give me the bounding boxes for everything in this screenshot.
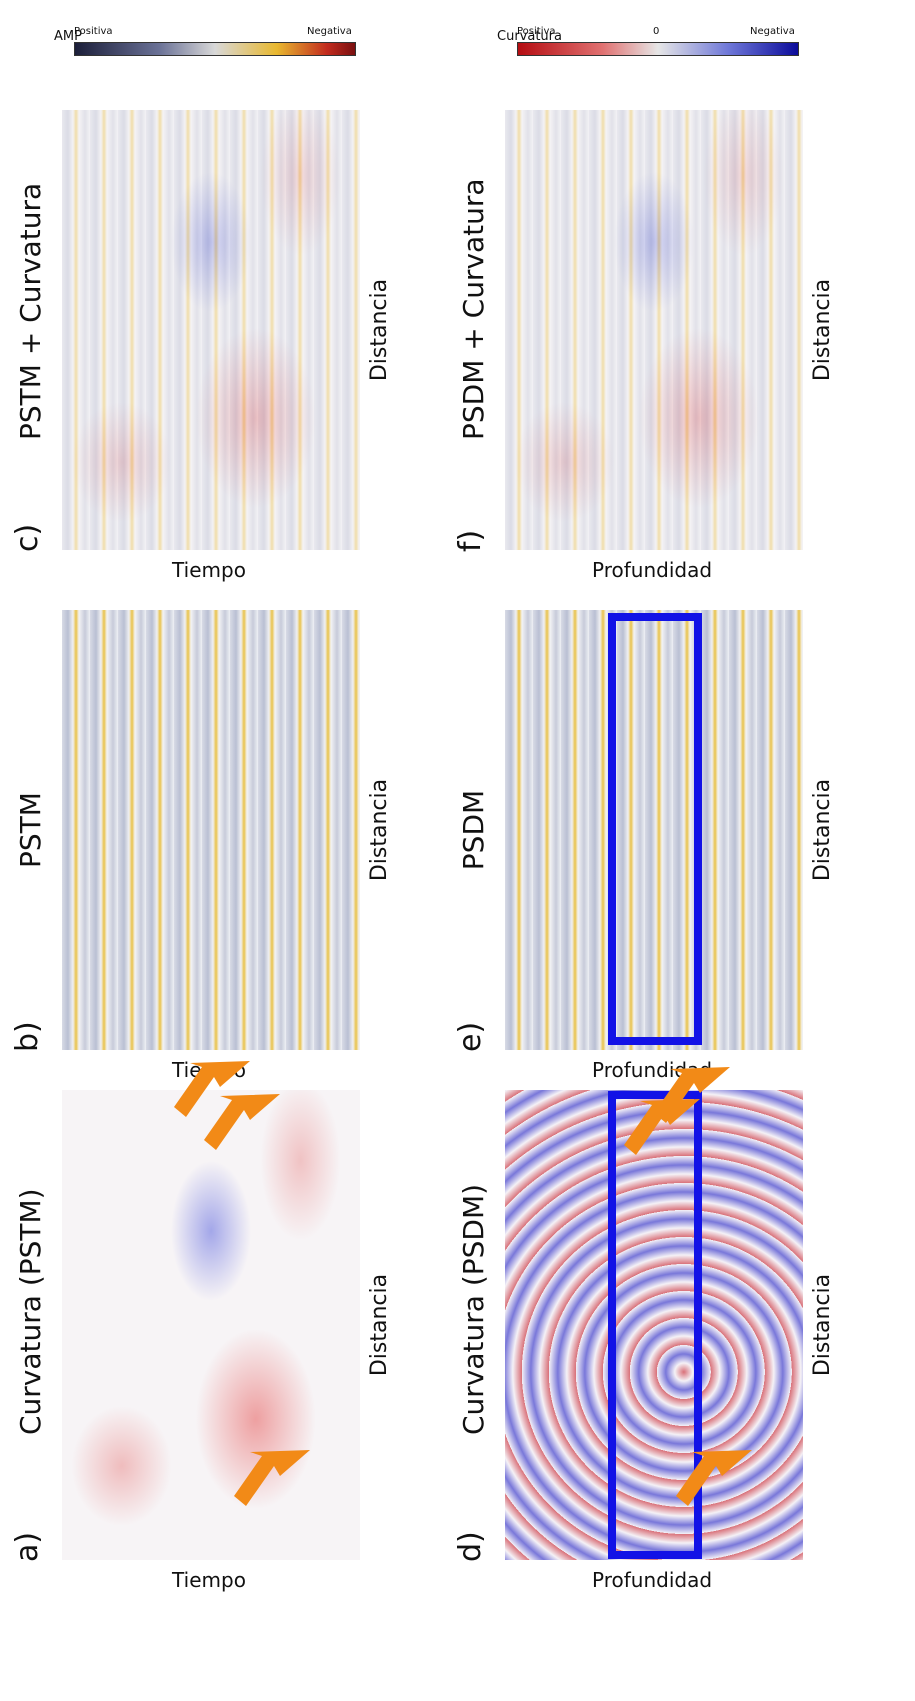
orange-arrow	[204, 1094, 280, 1150]
orange-arrow	[174, 1061, 250, 1117]
highlight-box	[608, 1091, 702, 1559]
orange-arrow	[234, 1450, 310, 1506]
highlight-box	[608, 613, 702, 1045]
orange-arrow	[624, 1099, 700, 1155]
orange-arrow	[654, 1067, 730, 1123]
orange-arrow	[676, 1450, 752, 1506]
